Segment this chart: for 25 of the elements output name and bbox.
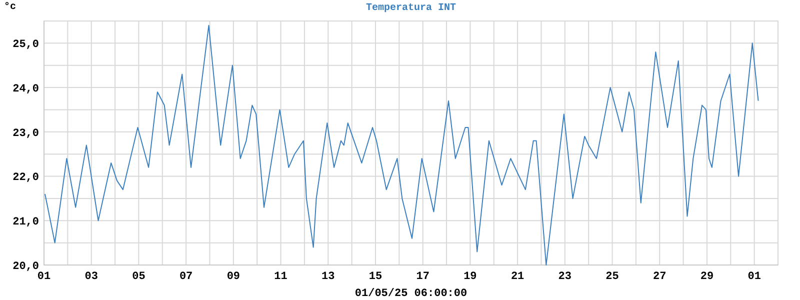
x-tick-label: 03: [84, 271, 98, 283]
x-tick-label: 19: [464, 271, 477, 283]
y-tick-label: 24,0: [12, 83, 39, 96]
x-tick-label: 29: [700, 271, 714, 283]
x-tick-label: 25: [606, 271, 620, 283]
x-tick-label: 11: [274, 271, 288, 283]
x-tick-label: 01: [37, 271, 51, 283]
x-tick-label: 27: [653, 271, 666, 283]
x-tick-label: 01: [748, 271, 762, 283]
x-tick-label: 09: [226, 271, 240, 283]
x-tick-label: 05: [132, 271, 146, 283]
x-tick-label: 17: [416, 271, 430, 283]
x-tick-label: 23: [558, 271, 572, 283]
x-tick-label: 07: [179, 271, 193, 283]
chart-title: Temperatura INT: [366, 3, 456, 14]
y-tick-label: 23,0: [12, 128, 39, 140]
y-tick-label: 22,0: [12, 172, 39, 184]
x-tick-label: 21: [510, 271, 525, 283]
x-axis-title: 01/05/25 06:00:00: [354, 288, 468, 300]
x-tick-label: 13: [322, 271, 336, 283]
y-tick-label: 21,0: [12, 216, 39, 228]
y-axis-title: °c: [4, 2, 16, 13]
x-tick-label: 15: [368, 271, 382, 283]
y-tick-label: 25,0: [12, 39, 39, 52]
y-tick-label: 20,0: [12, 260, 39, 273]
